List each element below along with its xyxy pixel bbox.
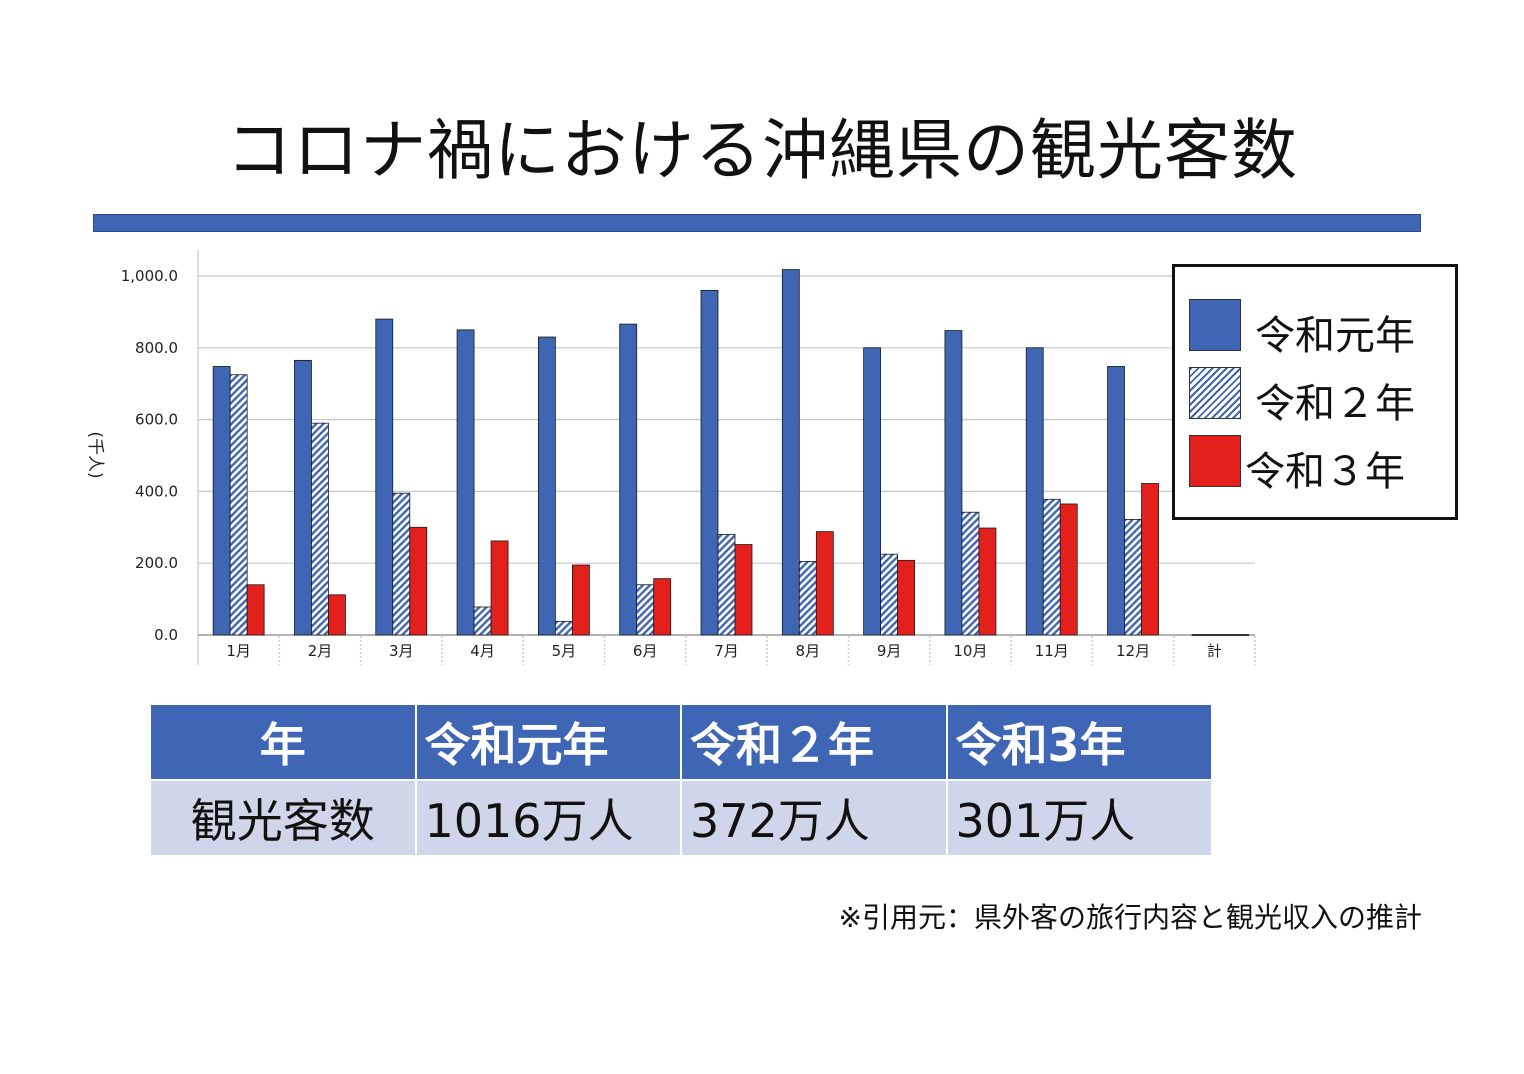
table-row-label: 観光客数 [149,779,417,857]
x-tick-label: 5月 [552,642,577,660]
table-header-reiwa2: 令和２年 [680,703,948,781]
bar-reiwa1 [294,359,312,636]
x-tick-label: 3月 [389,642,414,660]
legend-swatch-reiwa2 [1189,367,1241,419]
bar-reiwa1 [375,318,394,636]
page-title: コロナ禍における沖縄県の観光客数 [226,112,1298,189]
y-tick-label: 400.0 [135,482,178,500]
table-header-reiwa1: 令和元年 [414,703,682,781]
bar-reiwa2 [311,422,329,636]
x-tick-label: 11月 [1035,642,1069,660]
bar-reiwa1 [1107,366,1125,636]
table-cell-reiwa1: 1016万人 [414,779,682,857]
bar-reiwa1 [781,269,800,636]
bar-reiwa3 [653,578,672,636]
bar-reiwa1 [619,323,638,636]
x-tick-label: 9月 [877,642,902,660]
bar-reiwa3 [1059,503,1078,636]
bar-reiwa3 [246,584,265,636]
x-tick-label: 7月 [714,642,739,660]
bar-reiwa1 [456,329,475,636]
x-tick-label: 12月 [1116,642,1150,660]
bar-reiwa1 [700,289,719,636]
bar-reiwa3 [815,531,834,636]
y-tick-label: 1,000.0 [121,267,178,285]
table-header-row: 年 令和元年 令和２年 令和3年 [149,703,1213,781]
table-header-reiwa3: 令和3年 [945,703,1213,781]
x-tick-label: 8月 [796,642,821,660]
legend-label-reiwa1: 令和元年 [1255,313,1415,359]
legend-swatch-reiwa1 [1189,299,1241,351]
bar-reiwa2 [392,492,411,636]
y-tick-label: 200.0 [135,554,178,572]
bar-reiwa2 [1124,519,1142,636]
bar-reiwa2 [717,534,736,636]
source-citation: ※引用元：県外客の旅行内容と観光収入の推計 [838,901,1422,934]
bar-reiwa3 [571,564,590,636]
bar-reiwa3 [897,559,916,636]
bar-reiwa3 [409,526,428,636]
bar-reiwa1 [1025,347,1044,636]
bar-reiwa3 [734,544,753,636]
y-tick-label: 0.0 [154,626,178,644]
x-tick-label: 2月 [308,642,333,660]
table-cell-reiwa2: 372万人 [680,779,948,857]
bar-reiwa2 [554,620,573,636]
bar-reiwa3 [328,594,346,636]
title-underline-bar [93,214,1421,232]
bar-reiwa2 [880,553,899,636]
tourist-bar-chart: 0.0 200.0 400.0 600.0 800.0 1,000.0 (千人) 1月 2月 3月… [85,250,1256,665]
y-axis-label: (千人) [85,431,105,478]
x-tick-label: 4月 [470,642,495,660]
bar-reiwa3 [978,527,997,636]
bar-reiwa2 [636,584,655,636]
table-header-year: 年 [149,703,417,781]
bar-reiwa1 [944,330,963,636]
bar-reiwa2 [473,606,492,636]
legend-label-reiwa3: 令和３年 [1245,449,1405,495]
table-row: 観光客数 1016万人 372万人 301万人 [149,779,1213,857]
table-cell-reiwa3: 301万人 [945,779,1213,857]
bar-reiwa3 [1141,483,1159,636]
legend-label-reiwa2: 令和２年 [1255,381,1415,427]
y-tick-label: 600.0 [135,411,178,429]
tourist-count-table: 年 令和元年 令和２年 令和3年 観光客数 1016万人 372万人 301万人 [149,703,1213,857]
bar-reiwa2 [229,374,248,636]
bar-reiwa1 [212,366,231,636]
chart-legend: 令和元年 令和２年 令和３年 [1172,264,1458,520]
legend-swatch-reiwa3 [1189,435,1241,487]
x-tick-label: 計 [1207,642,1222,660]
x-tick-label: 6月 [633,642,658,660]
y-tick-label: 800.0 [135,339,178,357]
bar-reiwa3 [490,540,509,636]
x-tick-label: 10月 [953,642,987,660]
bar-reiwa1 [863,347,882,636]
bar-reiwa2 [961,511,980,636]
bar-reiwa1 [537,336,556,636]
bar-reiwa2 [1042,498,1061,636]
bar-reiwa2 [798,561,817,636]
x-tick-label: 1月 [226,642,251,660]
